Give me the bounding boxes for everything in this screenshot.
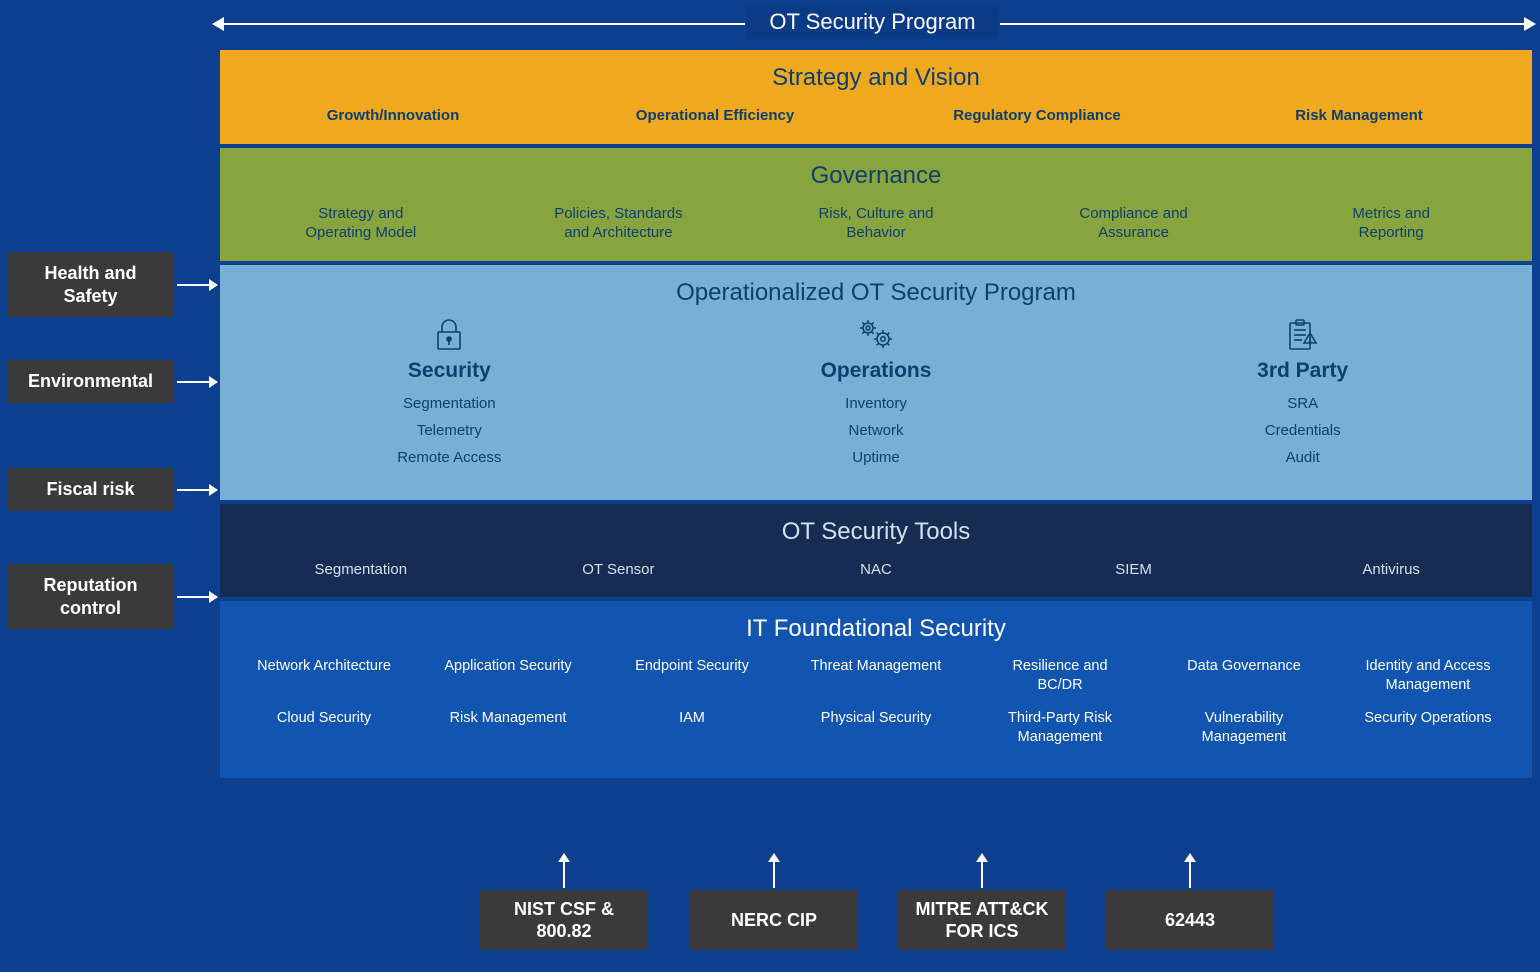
ops-item: Audit: [1089, 449, 1516, 466]
ops-col-operations: Operations Inventory Network Uptime: [663, 317, 1090, 476]
it-item: Risk Management: [420, 709, 596, 747]
it-item: Endpoint Security: [604, 657, 780, 695]
it-item: IAM: [604, 709, 780, 747]
ops-item: Inventory: [663, 395, 1090, 412]
side-input-box: Environmental: [8, 360, 173, 403]
it-item: Cloud Security: [236, 709, 412, 747]
ops-item: SRA: [1089, 395, 1516, 412]
panel-ops-title: Operationalized OT Security Program: [236, 279, 1516, 307]
tools-item: OT Sensor: [494, 560, 744, 580]
panel-governance-row: Strategy and Operating Model Policies, S…: [236, 204, 1516, 243]
ops-item: Credentials: [1089, 422, 1516, 439]
side-arrow: [177, 596, 210, 598]
side-input-box: Reputation control: [8, 564, 173, 629]
gears-icon: [663, 317, 1090, 353]
top-arrow-right: [1524, 17, 1536, 31]
framework-box: NIST CSF & 800.82: [480, 890, 648, 950]
ops-item: Uptime: [663, 449, 1090, 466]
panel-strategy-title: Strategy and Vision: [236, 64, 1516, 92]
strategy-item: Growth/Innovation: [236, 106, 550, 126]
gov-item: Metrics and Reporting: [1266, 204, 1516, 243]
lock-icon: [236, 317, 663, 353]
top-arrow-left: [212, 17, 224, 31]
ops-col-title: Security: [236, 359, 663, 383]
framework-arrow: [1189, 862, 1191, 888]
it-row-1: Network Architecture Application Securit…: [236, 657, 1516, 695]
strategy-item: Operational Efficiency: [558, 106, 872, 126]
it-item: Physical Security: [788, 709, 964, 747]
panel-governance: Governance Strategy and Operating Model …: [220, 148, 1532, 261]
it-item: Security Operations: [1340, 709, 1516, 747]
ops-col-title: Operations: [663, 359, 1090, 383]
clipboard-icon: [1089, 317, 1516, 353]
framework-box: MITRE ATT&CK FOR ICS: [898, 890, 1066, 950]
it-item: Data Governance: [1156, 657, 1332, 695]
framework-arrow: [773, 862, 775, 888]
ops-col-title: 3rd Party: [1089, 359, 1516, 383]
panel-it-title: IT Foundational Security: [236, 615, 1516, 643]
framework-arrow: [563, 862, 565, 888]
tools-item: NAC: [751, 560, 1001, 580]
it-item: Identity and Access Management: [1340, 657, 1516, 695]
it-row-2: Cloud Security Risk Management IAM Physi…: [236, 709, 1516, 747]
ops-columns: Security Segmentation Telemetry Remote A…: [236, 317, 1516, 476]
framework-arrow: [981, 862, 983, 888]
it-item: Application Security: [420, 657, 596, 695]
strategy-item: Regulatory Compliance: [880, 106, 1194, 126]
side-arrow: [177, 381, 210, 383]
panel-tools: OT Security Tools Segmentation OT Sensor…: [220, 504, 1532, 598]
it-item: Threat Management: [788, 657, 964, 695]
gov-item: Strategy and Operating Model: [236, 204, 486, 243]
panel-governance-title: Governance: [236, 162, 1516, 190]
panel-tools-row: Segmentation OT Sensor NAC SIEM Antiviru…: [236, 560, 1516, 580]
gov-item: Risk, Culture and Behavior: [751, 204, 1001, 243]
tools-item: Segmentation: [236, 560, 486, 580]
program-title-box: OT Security Program: [745, 4, 1000, 40]
panel-strategy-row: Growth/Innovation Operational Efficiency…: [236, 106, 1516, 126]
ops-item: Network: [663, 422, 1090, 439]
panel-it: IT Foundational Security Network Archite…: [220, 601, 1532, 778]
ops-col-security: Security Segmentation Telemetry Remote A…: [236, 317, 663, 476]
tools-item: SIEM: [1009, 560, 1259, 580]
gov-item: Policies, Standards and Architecture: [494, 204, 744, 243]
program-title: OT Security Program: [769, 9, 975, 35]
panel-it-rows: Network Architecture Application Securit…: [236, 657, 1516, 746]
tools-item: Antivirus: [1266, 560, 1516, 580]
it-item: Resilience and BC/DR: [972, 657, 1148, 695]
side-arrow: [177, 489, 210, 491]
it-item: Vulnerability Management: [1156, 709, 1332, 747]
diagram-canvas: OT Security Program Strategy and Vision …: [0, 0, 1540, 972]
panel-tools-title: OT Security Tools: [236, 518, 1516, 546]
side-input-box: Health and Safety: [8, 252, 173, 317]
ops-item: Telemetry: [236, 422, 663, 439]
strategy-item: Risk Management: [1202, 106, 1516, 126]
ops-item: Segmentation: [236, 395, 663, 412]
gov-item: Compliance and Assurance: [1009, 204, 1259, 243]
framework-box: 62443: [1106, 890, 1274, 950]
side-input-box: Fiscal risk: [8, 468, 173, 511]
it-item: Third-Party Risk Management: [972, 709, 1148, 747]
panel-stack: Strategy and Vision Growth/Innovation Op…: [220, 50, 1532, 782]
side-arrow: [177, 284, 210, 286]
it-item: Network Architecture: [236, 657, 412, 695]
ops-item: Remote Access: [236, 449, 663, 466]
framework-box: NERC CIP: [690, 890, 858, 950]
panel-operationalized: Operationalized OT Security Program Secu…: [220, 265, 1532, 500]
ops-col-3rdparty: 3rd Party SRA Credentials Audit: [1089, 317, 1516, 476]
panel-strategy: Strategy and Vision Growth/Innovation Op…: [220, 50, 1532, 144]
